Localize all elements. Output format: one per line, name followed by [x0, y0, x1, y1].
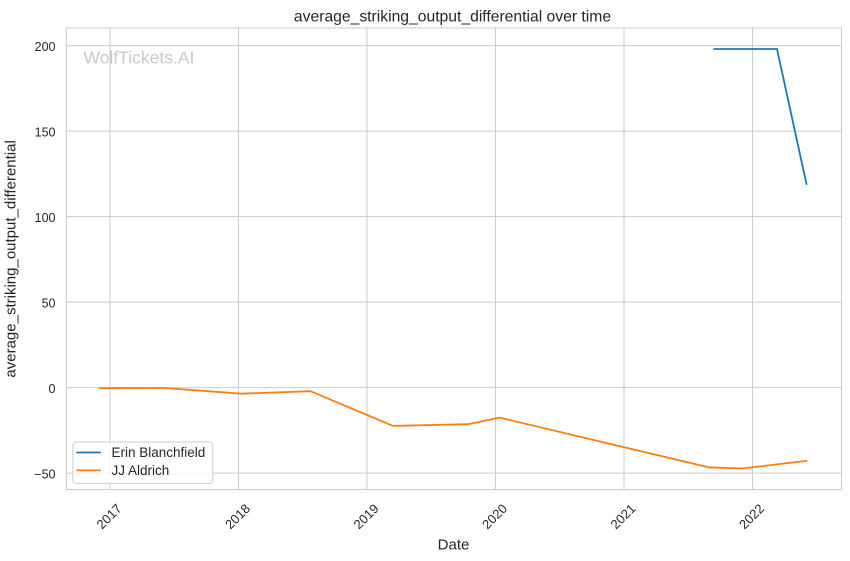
svg-text:average_striking_output_differ: average_striking_output_differential ove… — [294, 8, 611, 25]
svg-text:WolfTickets.AI: WolfTickets.AI — [84, 48, 195, 68]
svg-text:100: 100 — [35, 211, 56, 225]
svg-text:Erin Blanchfield: Erin Blanchfield — [112, 445, 206, 460]
svg-text:JJ Aldrich: JJ Aldrich — [112, 463, 170, 478]
svg-text:50: 50 — [42, 297, 56, 311]
svg-text:−50: −50 — [34, 468, 55, 482]
svg-text:200: 200 — [35, 40, 56, 54]
svg-text:average_striking_output_differ: average_striking_output_differential — [3, 140, 20, 377]
svg-text:Date: Date — [438, 537, 470, 554]
svg-text:150: 150 — [35, 126, 56, 140]
svg-text:0: 0 — [49, 382, 56, 396]
